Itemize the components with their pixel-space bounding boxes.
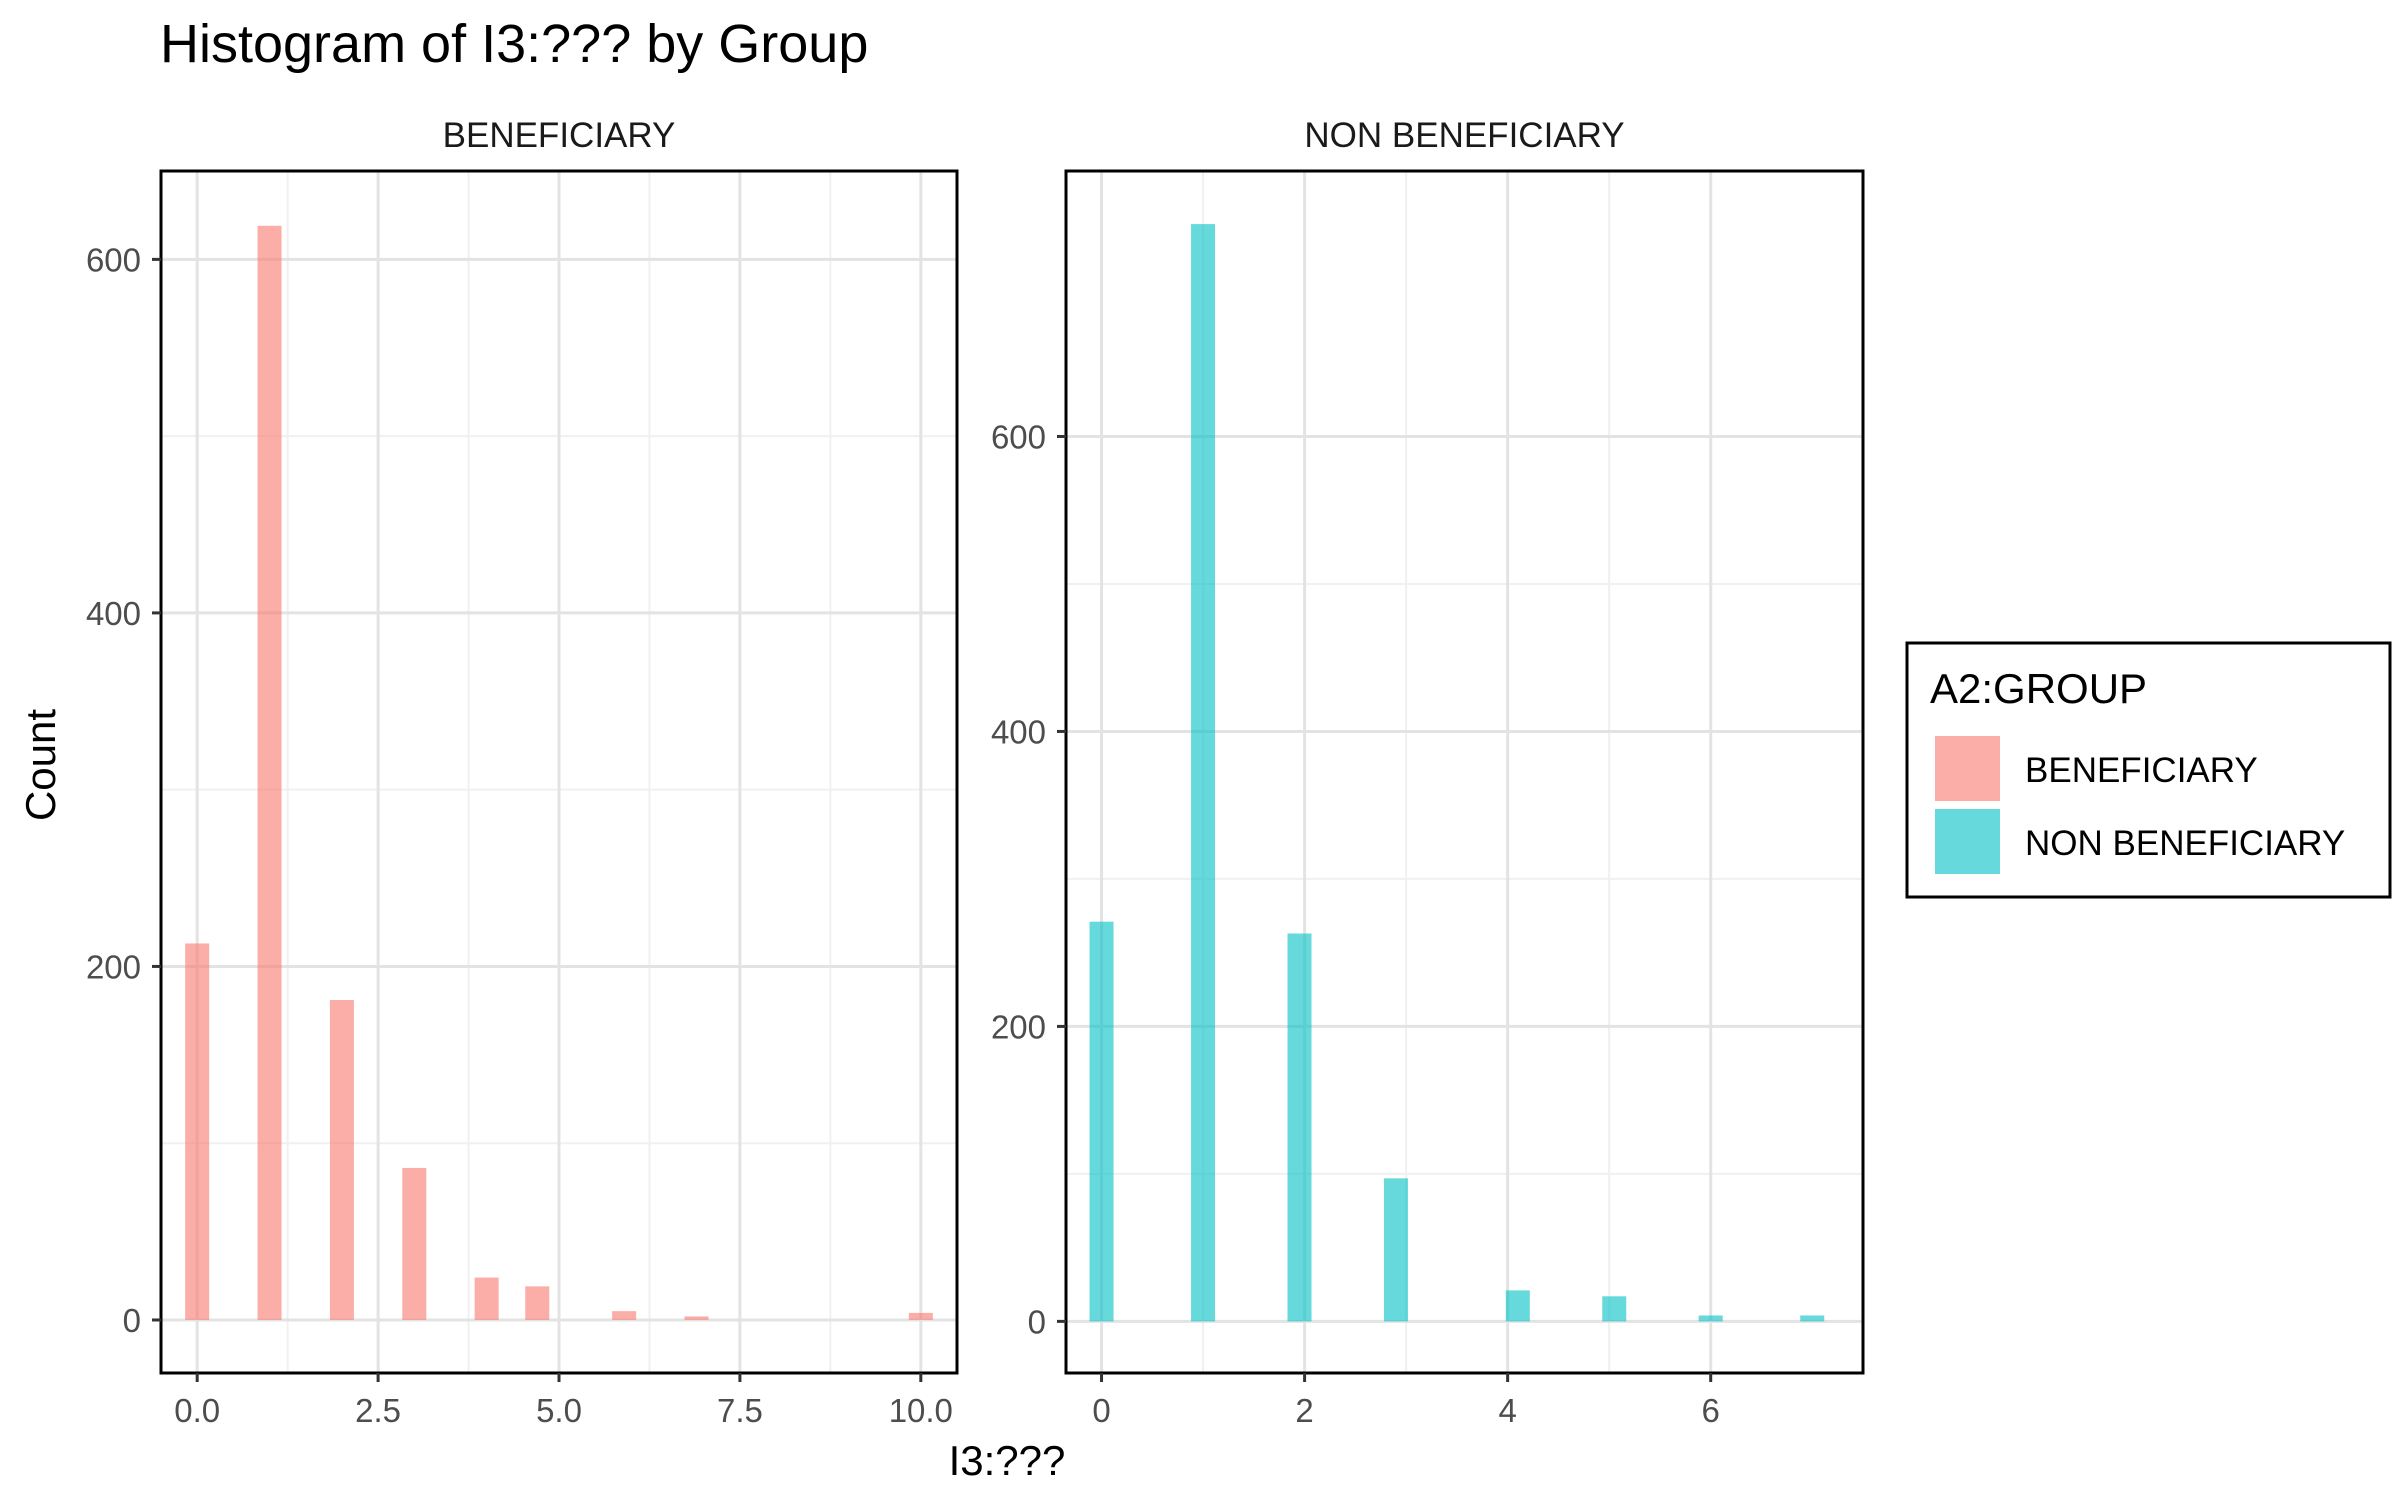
y-tick-label: 200	[86, 948, 141, 985]
bar-non-beneficiary-x1_95	[1287, 933, 1312, 1322]
bar-non-beneficiary-x5_05	[1602, 1296, 1627, 1322]
bar-beneficiary-x10	[908, 1312, 933, 1320]
bar-non-beneficiary-x6	[1698, 1315, 1723, 1322]
y-tick-label: 600	[991, 418, 1046, 455]
bar-non-beneficiary-x1	[1191, 224, 1216, 1322]
bar-non-beneficiary-x2_9	[1383, 1178, 1408, 1322]
strip-label-beneficiary: BENEFICIARY	[443, 116, 676, 155]
y-tick-label: 600	[86, 241, 141, 278]
legend-key-non-beneficiary	[1935, 809, 2000, 874]
x-tick-label: 5.0	[536, 1392, 582, 1429]
panel-beneficiary: BENEFICIARY 0.0 2.5 5.0 7.5 10.0 0 200 400 600	[86, 116, 959, 1429]
bar-beneficiary-x3	[402, 1167, 427, 1320]
bar-beneficiary-x4	[474, 1277, 499, 1320]
bar-beneficiary-x1	[257, 225, 282, 1320]
panel-non-beneficiary: NON BENEFICIARY 0 2 4 6 0 200 400 600	[991, 116, 1865, 1429]
y-tick-label: 200	[991, 1008, 1046, 1045]
x-tick-label: 2	[1295, 1392, 1313, 1429]
legend: A2:GROUP BENEFICIARY NON BENEFICIARY	[1905, 641, 2392, 899]
bar-beneficiary-x6_9	[684, 1316, 709, 1320]
legend-key-beneficiary	[1935, 736, 2000, 801]
x-axis-title: I3:???	[949, 1437, 1066, 1484]
panel-border-non-beneficiary	[1064, 169, 1865, 1375]
legend-title: A2:GROUP	[1930, 665, 2147, 712]
x-tick-label: 0.0	[174, 1392, 220, 1429]
bar-beneficiary-x0	[185, 943, 210, 1320]
legend-label-beneficiary: BENEFICIARY	[2025, 751, 2258, 790]
chart-title: Histogram of I3:??? by Group	[160, 14, 868, 74]
y-tick-label: 0	[1028, 1303, 1046, 1340]
y-tick-label: 400	[991, 713, 1046, 750]
y-axis-title: Count	[17, 709, 64, 821]
bar-beneficiary-x2	[329, 1000, 354, 1320]
bar-beneficiary-x4_7	[525, 1286, 550, 1320]
strip-label-non-beneficiary: NON BENEFICIARY	[1304, 116, 1624, 155]
bar-non-beneficiary-x4_1	[1505, 1290, 1530, 1322]
x-tick-label: 0	[1092, 1392, 1110, 1429]
x-tick-label: 7.5	[717, 1392, 763, 1429]
y-tick-label: 400	[86, 595, 141, 632]
bar-non-beneficiary-x0	[1089, 921, 1114, 1322]
y-tick-label: 0	[123, 1302, 141, 1339]
bar-non-beneficiary-x7	[1800, 1315, 1825, 1322]
x-tick-label: 4	[1498, 1392, 1516, 1429]
x-tick-label: 6	[1702, 1392, 1720, 1429]
x-tick-label: 10.0	[889, 1392, 953, 1429]
legend-label-non-beneficiary: NON BENEFICIARY	[2025, 824, 2345, 863]
x-tick-label: 2.5	[355, 1392, 401, 1429]
bar-beneficiary-x5_9	[612, 1311, 637, 1320]
